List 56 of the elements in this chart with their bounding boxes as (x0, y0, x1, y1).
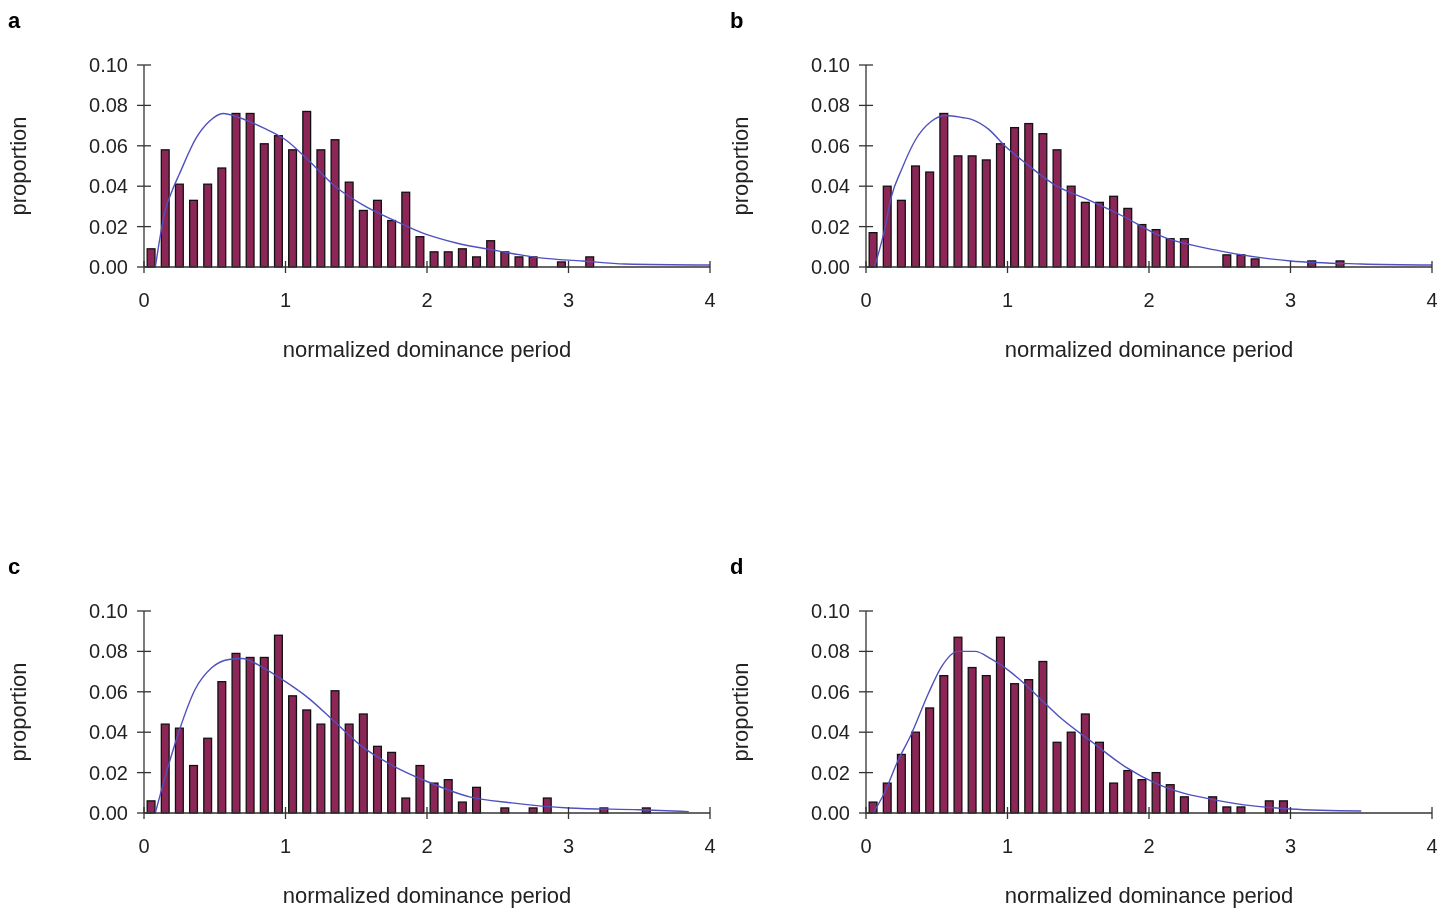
y-tick-label: 0.08 (811, 94, 850, 117)
x-tick-label: 3 (1284, 835, 1297, 857)
x-tick-label: 3 (1284, 289, 1297, 311)
y-axis-title: proportion (728, 116, 753, 216)
y-axis-title: proportion (6, 662, 31, 762)
y-tick-label: 0.06 (89, 134, 128, 157)
y-tick-label: 0.04 (811, 175, 850, 198)
y-tick-label: 0.06 (89, 680, 128, 703)
y-tick-label: 0.02 (811, 215, 850, 238)
x-tick-label: 3 (562, 835, 575, 857)
y-tick-label: 0.00 (89, 256, 128, 278)
x-axis-title: normalized dominance period (1004, 337, 1294, 362)
y-tick-label: 0.06 (811, 134, 850, 157)
y-tick-label: 0.08 (89, 94, 128, 117)
y-tick-label: 0.10 (811, 600, 850, 622)
y-tick-label: 0.02 (89, 215, 128, 238)
chart-title: d (730, 554, 744, 579)
y-tick-label: 0.10 (811, 54, 850, 76)
x-tick-label: 2 (421, 289, 433, 311)
y-tick-label: 0.02 (89, 761, 128, 784)
x-tick-label: 4 (704, 289, 716, 311)
x-tick-label: 4 (704, 835, 716, 857)
x-tick-label: 3 (562, 289, 575, 311)
x-tick-label: 1 (1001, 289, 1014, 311)
x-axis-title: normalized dominance period (1004, 883, 1294, 908)
x-tick-label: 2 (421, 835, 433, 857)
y-tick-label: 0.00 (89, 802, 128, 824)
chart-title: c (8, 554, 21, 579)
x-tick-label: 2 (1143, 289, 1155, 311)
y-tick-label: 0.08 (89, 640, 128, 663)
y-tick-label: 0.06 (811, 680, 850, 703)
y-axis-title: proportion (6, 116, 31, 216)
x-axis-title: normalized dominance period (282, 883, 572, 908)
y-tick-label: 0.04 (811, 721, 850, 744)
x-tick-label: 0 (138, 835, 150, 857)
x-tick-label: 1 (1001, 835, 1014, 857)
y-tick-label: 0.04 (89, 175, 128, 198)
y-tick-label: 0.08 (811, 640, 850, 663)
x-tick-label: 4 (1426, 289, 1438, 311)
y-axis-title: proportion (728, 662, 753, 762)
y-tick-label: 0.04 (89, 721, 128, 744)
y-tick-label: 0.10 (89, 600, 128, 622)
y-tick-label: 0.02 (811, 761, 850, 784)
x-tick-label: 0 (138, 289, 150, 311)
x-tick-label: 1 (279, 289, 292, 311)
x-axis-title: normalized dominance period (282, 337, 572, 362)
y-tick-label: 0.00 (811, 256, 850, 278)
y-tick-label: 0.00 (811, 802, 850, 824)
x-tick-label: 0 (860, 835, 872, 857)
y-tick-label: 0.10 (89, 54, 128, 76)
x-tick-label: 1 (279, 835, 292, 857)
x-tick-label: 0 (860, 289, 872, 311)
chart-title: b (730, 8, 744, 33)
x-tick-label: 2 (1143, 835, 1155, 857)
x-tick-label: 4 (1426, 835, 1438, 857)
chart-title: a (8, 8, 21, 33)
